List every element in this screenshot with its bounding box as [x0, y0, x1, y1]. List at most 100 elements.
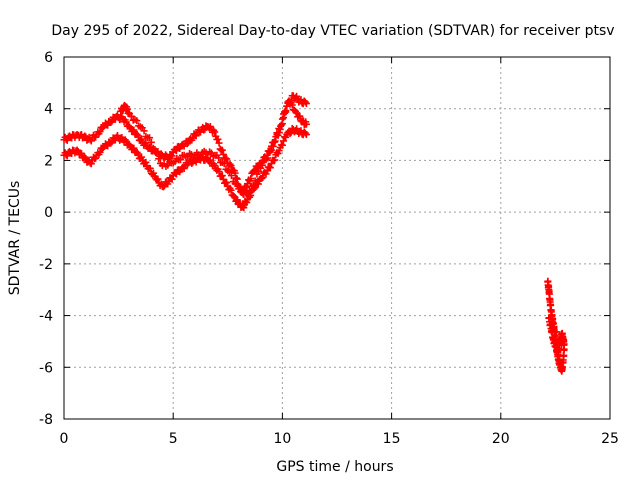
data-point	[273, 129, 281, 137]
data-point	[288, 101, 296, 109]
data-point	[81, 153, 89, 161]
data-point	[267, 146, 275, 154]
data-point	[281, 109, 289, 117]
data-point	[246, 187, 254, 195]
data-point	[168, 152, 176, 160]
data-point	[206, 122, 214, 130]
data-point	[279, 137, 287, 145]
data-point	[87, 160, 95, 168]
data-point	[168, 175, 176, 183]
x-axis-label: GPS time / hours	[276, 459, 393, 475]
data-point	[218, 146, 226, 154]
y-tick-labels: -8 -6 -4 -2 0 2 4 6	[39, 50, 53, 428]
x-tick-label: 0	[60, 431, 69, 447]
data-point	[219, 150, 227, 158]
chart-title: Day 295 of 2022, Sidereal Day-to-day VTE…	[51, 23, 614, 39]
data-point	[215, 154, 223, 162]
data-point	[138, 153, 146, 161]
data-point	[258, 174, 266, 182]
data-point	[297, 96, 305, 104]
data-point	[142, 158, 150, 166]
data-point	[302, 120, 310, 128]
y-tick-label: 6	[44, 50, 53, 66]
data-point	[264, 154, 272, 162]
x-tick-labels: 0 5 10 15 20 25	[60, 431, 619, 447]
data-point	[107, 139, 115, 147]
data-point	[223, 179, 231, 187]
data-point	[282, 108, 290, 116]
data-point	[130, 126, 138, 134]
data-point	[227, 186, 235, 194]
x-tick-label: 25	[601, 431, 619, 447]
data-point	[87, 137, 95, 145]
y-tick-label: 0	[44, 205, 53, 221]
data-point	[133, 117, 141, 125]
data-point	[560, 340, 568, 348]
data-point	[278, 115, 286, 123]
plot-frame	[63, 56, 611, 420]
data-point	[159, 183, 167, 191]
data-point	[277, 122, 285, 130]
y-tick-label: 2	[44, 153, 53, 169]
data-point	[214, 135, 222, 143]
y-tick-label: -4	[39, 309, 53, 325]
data-point	[259, 173, 267, 181]
data-point	[176, 156, 184, 164]
x-tick-label: 5	[169, 431, 178, 447]
data-point	[107, 118, 115, 126]
data-point	[220, 160, 228, 168]
data-point	[96, 128, 104, 136]
data-point	[81, 132, 89, 140]
data-point	[127, 112, 135, 120]
y-axis-label: SDTVAR / TECUs	[7, 181, 23, 296]
data-point	[211, 128, 219, 136]
data-point	[183, 140, 191, 148]
x-tick-label: 20	[492, 431, 510, 447]
grid-lines	[64, 57, 610, 419]
data-point	[146, 164, 154, 172]
x-tick-label: 10	[273, 431, 291, 447]
data-point	[271, 137, 279, 145]
data-point	[218, 172, 226, 180]
data-point	[286, 129, 294, 137]
data-point	[233, 180, 241, 188]
data-point	[301, 98, 309, 106]
data-point	[251, 177, 259, 185]
data-point	[215, 167, 223, 175]
data-point	[266, 164, 274, 172]
data-point	[262, 170, 270, 178]
data-point	[206, 156, 214, 164]
data-point	[249, 181, 257, 189]
data-point	[293, 92, 301, 100]
data-point	[227, 172, 235, 180]
data-point	[302, 100, 310, 108]
data-point	[147, 138, 155, 146]
data-point	[301, 129, 309, 137]
data-point	[138, 135, 146, 143]
y-tick-label: -6	[39, 360, 53, 376]
y-tick-label: 4	[44, 102, 53, 118]
data-point	[126, 141, 134, 149]
data-point	[247, 175, 255, 183]
data-point	[63, 152, 71, 160]
data-point	[271, 156, 279, 164]
data-point	[296, 112, 304, 120]
data-point	[146, 134, 154, 142]
data-point	[130, 144, 138, 152]
data-points	[60, 92, 568, 375]
data-point	[215, 139, 223, 147]
data-point	[302, 131, 310, 139]
data-point	[73, 146, 81, 154]
data-point	[77, 149, 85, 157]
data-point	[269, 142, 277, 150]
data-point	[297, 127, 305, 135]
data-point	[227, 162, 235, 170]
data-point	[155, 155, 163, 163]
data-point	[278, 141, 286, 149]
x-tick-label: 15	[383, 431, 401, 447]
data-point	[140, 127, 148, 135]
data-point	[63, 136, 71, 144]
data-point	[154, 175, 162, 183]
data-point	[223, 155, 231, 163]
